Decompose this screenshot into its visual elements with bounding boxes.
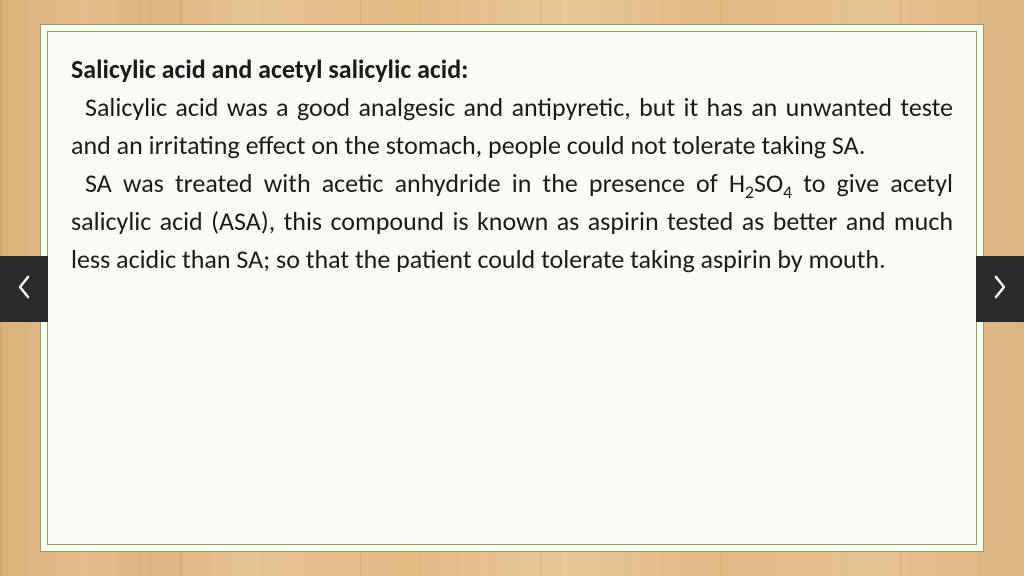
p2-text-pre: SA was treated with acetic anhydride in … <box>85 167 745 199</box>
slide-heading: Salicylic acid and acetyl salicylic acid… <box>71 53 953 87</box>
slide-paragraph-1: Salicylic acid was a good analgesic and … <box>71 89 953 165</box>
prev-slide-button[interactable] <box>0 256 48 322</box>
chevron-left-icon <box>16 275 32 304</box>
slide-paragraph-2: SA was treated with acetic anhydride in … <box>71 165 953 279</box>
slide-content-frame: Salicylic acid and acetyl salicylic acid… <box>40 24 984 552</box>
p2-sub1: 2 <box>745 181 754 203</box>
chevron-right-icon <box>992 275 1008 304</box>
next-slide-button[interactable] <box>976 256 1024 322</box>
p2-sub2: 4 <box>783 181 792 203</box>
p2-text-mid: SO <box>754 167 783 199</box>
